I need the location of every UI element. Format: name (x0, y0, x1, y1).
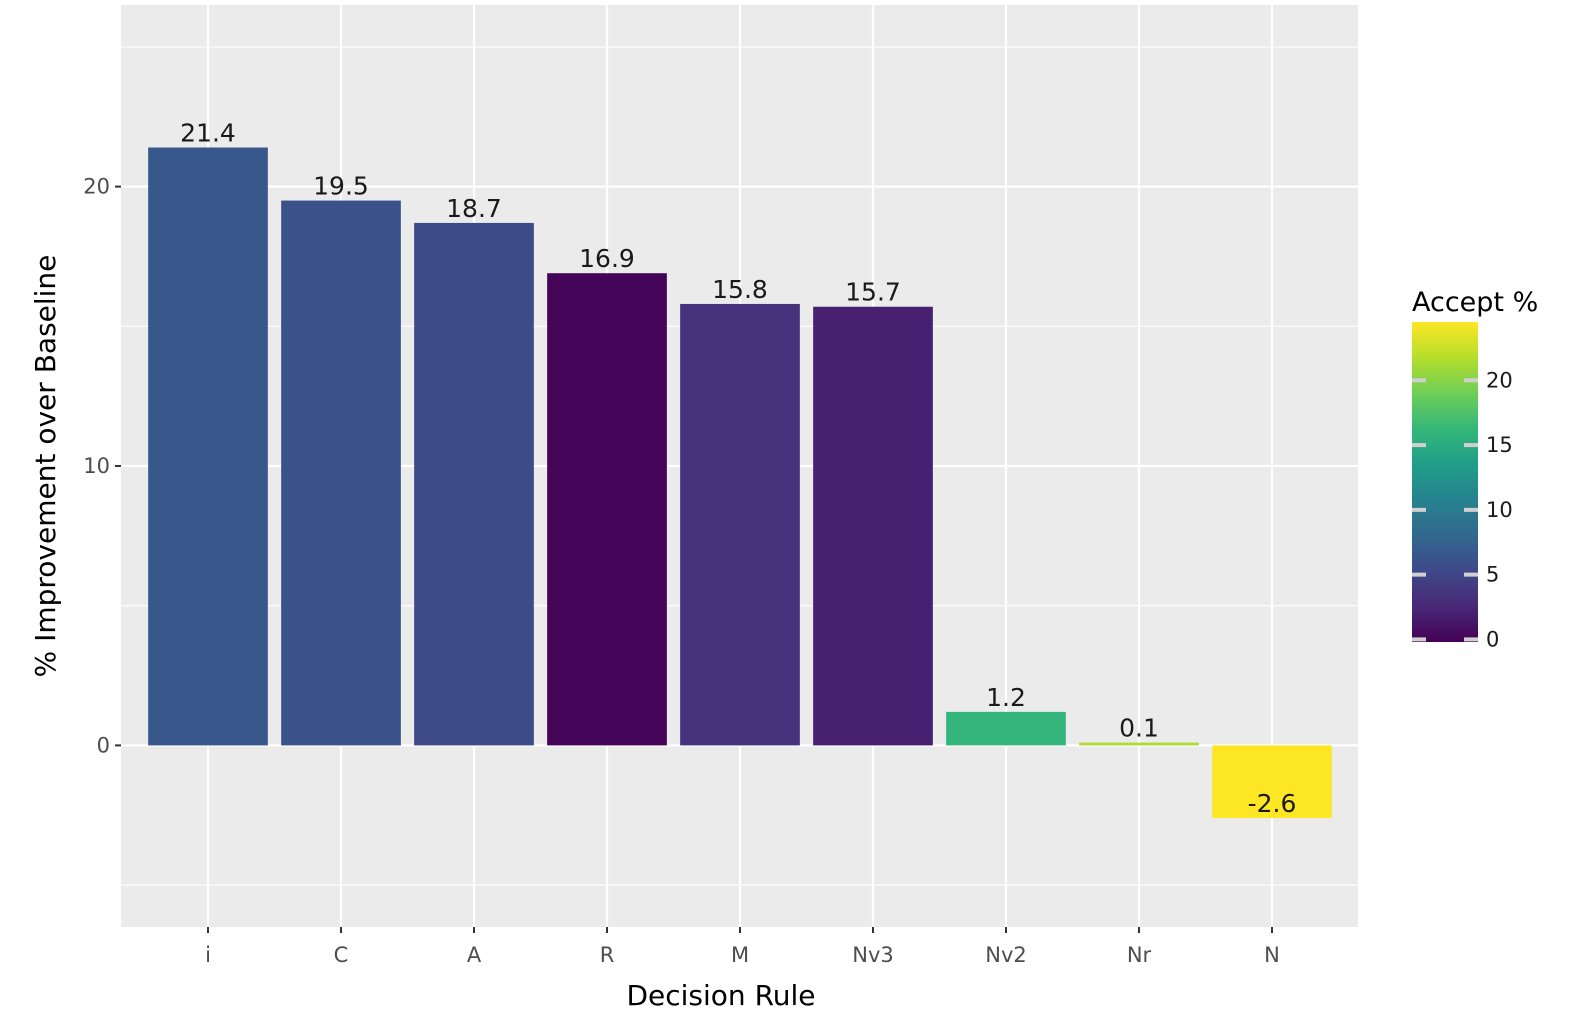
color-legend: Accept % 0 5 10 15 20 (1412, 287, 1538, 651)
x-axis-title: Decision Rule (626, 979, 815, 1012)
data-label-C: 19.5 (313, 172, 369, 201)
x-tick-label: A (467, 943, 482, 967)
y-tick-label: 10 (83, 454, 110, 478)
x-axis: i C A R M Nv3 Nv2 Nr N (205, 927, 1280, 967)
x-tick-label: R (600, 943, 615, 967)
legend-tick-label: 20 (1486, 368, 1513, 392)
x-tick-label: i (205, 943, 211, 967)
y-tick-label: 20 (83, 175, 110, 199)
bar-R (547, 273, 667, 746)
legend-tick-label: 10 (1486, 498, 1513, 522)
x-tick-label: Nv2 (985, 943, 1027, 967)
legend-colorbar (1412, 322, 1478, 642)
x-tick-label: M (731, 943, 749, 967)
bar-i (148, 147, 268, 746)
bar-C (281, 200, 401, 746)
data-label-Nv2: 1.2 (986, 683, 1026, 712)
data-labels: 21.4 19.5 18.7 16.9 15.8 15.7 1.2 0.1 -2.6 (180, 118, 1296, 818)
x-tick-label: Nv3 (852, 943, 894, 967)
legend-tick-label: 5 (1486, 563, 1499, 587)
data-label-A: 18.7 (446, 194, 502, 223)
bar-Nv3 (813, 306, 933, 746)
bar-A (414, 222, 534, 746)
x-tick-label: Nr (1127, 943, 1152, 967)
data-label-M: 15.8 (712, 275, 768, 304)
y-tick-label: 0 (97, 733, 110, 757)
bar-Nr (1079, 742, 1199, 746)
x-tick-label: C (334, 943, 349, 967)
legend-title: Accept % (1412, 287, 1538, 318)
data-label-N: -2.6 (1248, 789, 1297, 818)
x-tick-label: N (1264, 943, 1280, 967)
data-label-Nr: 0.1 (1119, 714, 1159, 743)
bar-Nv2 (946, 711, 1066, 746)
bars (148, 147, 1332, 819)
y-axis: 0 10 20 (83, 175, 121, 757)
bar-M (680, 303, 800, 746)
data-label-Nv3: 15.7 (845, 278, 901, 307)
legend-tick-label: 15 (1486, 433, 1513, 457)
data-label-R: 16.9 (579, 244, 635, 273)
y-axis-title: % Improvement over Baseline (29, 255, 62, 678)
bar-N (1212, 745, 1332, 819)
data-label-i: 21.4 (180, 118, 236, 147)
legend-tick-label: 0 (1486, 627, 1499, 651)
